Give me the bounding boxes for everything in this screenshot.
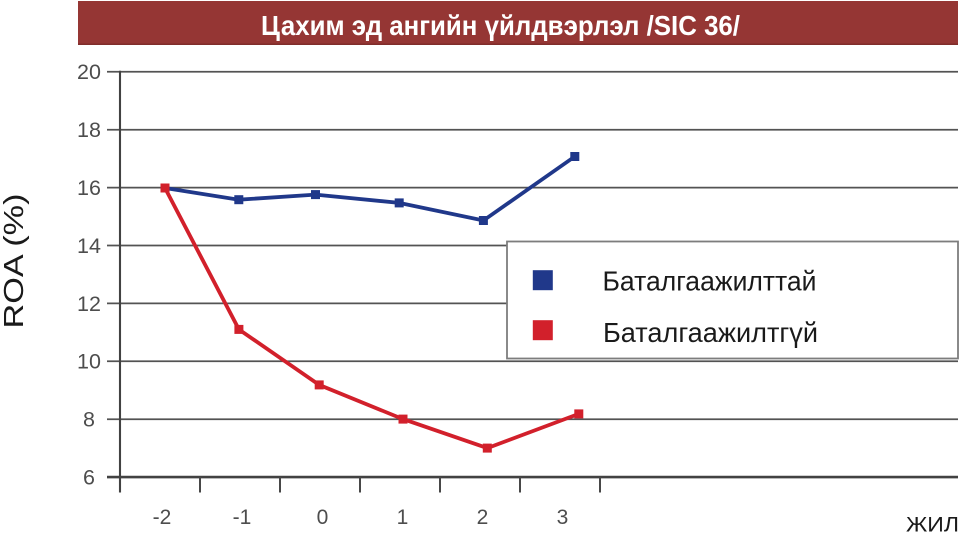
svg-text:ROA (%): ROA (%) (0, 194, 29, 329)
svg-text:8: 8 (83, 408, 95, 432)
svg-text:Баталгаажилтгүй: Баталгаажилтгүй (603, 317, 818, 348)
svg-text:-2: -2 (153, 506, 172, 529)
svg-text:16: 16 (77, 176, 101, 200)
svg-text:Цахим эд ангийн үйлдвэрлэл /SI: Цахим эд ангийн үйлдвэрлэл /SIC 36/ (261, 10, 740, 41)
svg-text:20: 20 (77, 60, 101, 84)
svg-text:3: 3 (557, 506, 569, 529)
svg-text:2: 2 (477, 506, 489, 529)
svg-text:0: 0 (317, 506, 329, 529)
svg-text:-1: -1 (233, 506, 252, 529)
svg-text:Баталгаажилттай: Баталгаажилттай (603, 266, 817, 297)
svg-text:12: 12 (77, 292, 101, 316)
svg-text:18: 18 (77, 118, 101, 142)
svg-text:10: 10 (77, 350, 101, 374)
svg-text:14: 14 (77, 234, 101, 258)
svg-text:ЖИЛ: ЖИЛ (906, 513, 959, 533)
svg-text:1: 1 (397, 506, 409, 529)
svg-text:6: 6 (83, 466, 95, 490)
